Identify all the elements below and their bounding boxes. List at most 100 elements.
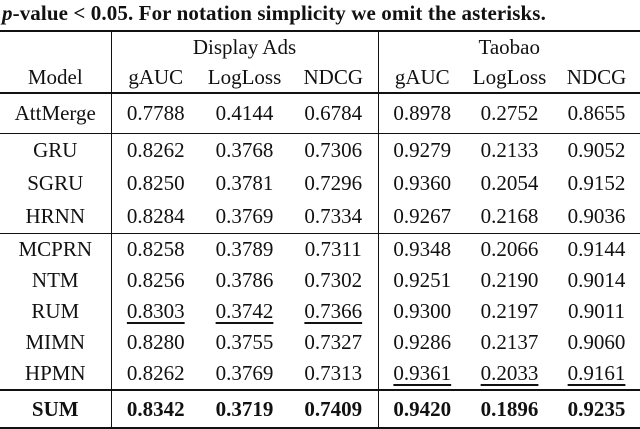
column-header-gauc-display: gAUC — [110, 62, 200, 94]
cell: 0.9144 — [567, 237, 626, 261]
column-header-model: Model — [0, 62, 111, 94]
table-row-mcprn: MCPRN 0.8258 0.3789 0.7311 0.9348 0.2066… — [0, 233, 640, 265]
cell: 0.4144 — [200, 93, 289, 134]
cell: 0.9011 — [568, 299, 625, 323]
group-header-display-ads: Display Ads — [110, 31, 379, 62]
cell: 0.8978 — [377, 93, 467, 134]
cell: 0.9360 — [377, 167, 467, 200]
cell: 0.8342 — [110, 390, 200, 428]
cell: 0.3742 — [200, 296, 289, 327]
underlined-value: 0.2033 — [480, 361, 539, 385]
cell: 0.7313 — [289, 358, 379, 391]
cell: 0.7409 — [304, 396, 363, 421]
cell: 0.2190 — [480, 268, 539, 292]
cell: 0.8250 — [110, 167, 200, 200]
cell: 0.9300 — [377, 296, 467, 327]
cell: 0.3755 — [215, 330, 274, 354]
cell: 0.2752 — [466, 93, 554, 134]
table-row-gru: GRU 0.8262 0.3768 0.7306 0.9279 0.2133 0… — [0, 133, 640, 167]
cell: 0.7296 — [304, 171, 363, 195]
cell: 0.8284 — [110, 200, 200, 234]
model-label: MIMN — [25, 330, 85, 354]
model-label: GRU — [33, 138, 78, 162]
cell: 0.2133 — [480, 138, 539, 162]
cell: 0.7306 — [304, 138, 363, 162]
cell: 0.9014 — [567, 268, 626, 292]
cell: 0.7366 — [289, 296, 378, 327]
cell: 0.9060 — [567, 330, 626, 354]
model-label: RUM — [31, 299, 80, 323]
cell: 0.3719 — [215, 396, 274, 421]
table-row-rum: RUM 0.8303 0.3742 0.7366 0.9300 0.2197 0… — [0, 296, 640, 327]
cell: 0.9348 — [377, 233, 467, 265]
cell: 0.9279 — [377, 133, 467, 167]
table-row-sgru: SGRU 0.8250 0.3781 0.7296 0.9360 0.2054 … — [0, 167, 640, 200]
cell: 0.2033 — [466, 358, 554, 391]
cell: 0.3789 — [215, 237, 274, 261]
cell: 0.2066 — [480, 237, 539, 261]
underlined-value: 0.8303 — [126, 299, 185, 323]
cell: 0.9286 — [377, 327, 467, 358]
cell: 0.8258 — [110, 233, 200, 265]
cell: 0.9036 — [553, 200, 640, 234]
cell: 0.2168 — [466, 200, 554, 234]
cell: 0.6784 — [289, 93, 379, 134]
cell: 0.7302 — [304, 268, 363, 292]
underlined-value: 0.3742 — [215, 299, 274, 323]
cell: 0.9420 — [377, 390, 467, 428]
cell: 0.8256 — [110, 265, 200, 296]
caption-p-italic: p — [2, 1, 13, 25]
cell: 0.8655 — [553, 93, 640, 134]
cell: 0.3786 — [215, 268, 274, 292]
underlined-value: 0.9161 — [567, 361, 626, 385]
model-label: SUM — [31, 396, 79, 421]
cell: 0.2054 — [480, 171, 539, 195]
column-header-ndcg-display: NDCG — [289, 62, 379, 94]
cell: 0.3768 — [215, 138, 274, 162]
caption-text: -value < 0.05. For notation simplicity w… — [12, 1, 546, 25]
column-header-logloss-display: LogLoss — [200, 62, 289, 94]
table-row-hrnn: HRNN 0.8284 0.3769 0.7334 0.9267 0.2168 … — [0, 200, 640, 234]
group-header-taobao: Taobao — [377, 31, 640, 62]
model-label: HRNN — [0, 200, 111, 234]
header-spacer — [0, 31, 111, 62]
cell: 0.9161 — [553, 358, 640, 391]
model-label: HPMN — [0, 358, 111, 391]
cell: 0.1896 — [480, 396, 539, 421]
table-caption: p-value < 0.05. For notation simplicity … — [0, 0, 640, 30]
cell: 0.8303 — [110, 296, 200, 327]
cell: 0.9235 — [567, 396, 626, 421]
table-row-ntm: NTM 0.8256 0.3786 0.7302 0.9251 0.2190 0… — [0, 265, 640, 296]
column-header-row: Model gAUC LogLoss NDCG gAUC LogLoss NDC… — [0, 62, 640, 94]
model-label: NTM — [31, 268, 79, 292]
results-table: Display Ads Taobao Model gAUC LogLoss ND… — [0, 30, 640, 429]
cell: 0.8280 — [110, 327, 200, 358]
cell: 0.9361 — [377, 358, 467, 391]
cell: 0.3769 — [200, 358, 289, 391]
group-header-row: Display Ads Taobao — [0, 31, 640, 62]
cell: 0.3769 — [200, 200, 289, 234]
underlined-value: 0.7366 — [304, 299, 363, 323]
model-label: SGRU — [27, 171, 84, 195]
table-row-attmerge: AttMerge 0.7788 0.4144 0.6784 0.8978 0.2… — [0, 93, 640, 134]
cell: 0.9152 — [567, 171, 626, 195]
table-row-mimn: MIMN 0.8280 0.3755 0.7327 0.9286 0.2137 … — [0, 327, 640, 358]
cell: 0.3781 — [215, 171, 274, 195]
column-header-logloss-taobao: LogLoss — [466, 62, 554, 94]
underlined-value: 0.9361 — [393, 361, 452, 385]
cell: 0.8262 — [110, 358, 200, 391]
cell: 0.7327 — [304, 330, 363, 354]
cell: 0.9052 — [567, 138, 626, 162]
cell: 0.7334 — [289, 200, 379, 234]
table-row-sum: SUM 0.8342 0.3719 0.7409 0.9420 0.1896 0… — [0, 390, 640, 428]
column-header-ndcg-taobao: NDCG — [553, 62, 640, 94]
model-label: AttMerge — [0, 93, 111, 134]
column-header-gauc-taobao: gAUC — [377, 62, 467, 94]
cell: 0.7788 — [110, 93, 200, 134]
cell: 0.7311 — [304, 237, 362, 261]
table-row-hpmn: HPMN 0.8262 0.3769 0.7313 0.9361 0.2033 … — [0, 358, 640, 391]
cell: 0.9251 — [377, 265, 467, 296]
cell: 0.2197 — [480, 299, 539, 323]
model-label: MCPRN — [18, 237, 93, 261]
cell: 0.9267 — [377, 200, 467, 234]
